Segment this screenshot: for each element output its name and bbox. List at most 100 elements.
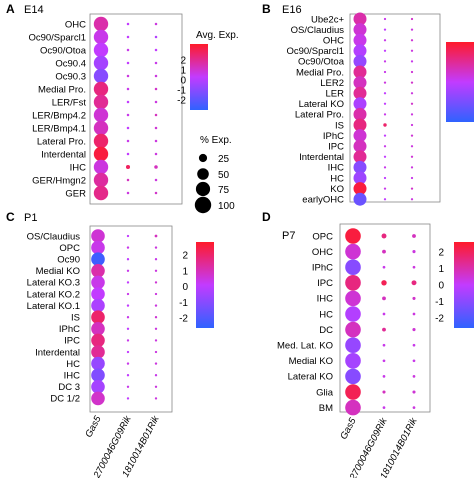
expression-dot [382, 312, 386, 316]
expression-dot [383, 123, 387, 127]
dot-grid [345, 228, 417, 416]
expression-dot [353, 139, 367, 153]
row-label: BM [319, 403, 333, 414]
row-label: DC 3 [58, 382, 80, 393]
expression-dot [93, 133, 109, 149]
expression-dot [353, 160, 367, 174]
expression-dot [91, 333, 105, 348]
expression-dot [353, 118, 367, 132]
expression-dot [91, 229, 105, 243]
row-label: Oc90/Sparcl1 [286, 46, 344, 57]
expression-dot [126, 74, 130, 78]
panel-a: A E14 OHC Oc90/Sparcl1 Oc90/Otoa Oc90.4 Oc90… [6, 2, 239, 214]
row-label: OS/Claudius [291, 25, 345, 36]
row-label: Medial KO [36, 266, 80, 277]
expression-dot [126, 126, 130, 130]
expression-dot [412, 328, 416, 332]
expression-dot [345, 275, 361, 291]
expression-dot [383, 39, 387, 42]
row-label: Oc90.4 [55, 58, 86, 69]
row-label: OHC [65, 19, 86, 30]
color-legend-bar [190, 44, 208, 110]
expression-dot [382, 343, 386, 347]
expression-dot [410, 92, 414, 95]
expression-dot [126, 374, 130, 377]
row-label: Lateral KO.3 [27, 278, 80, 289]
row-label: LER2 [320, 78, 344, 89]
expression-dot [410, 113, 414, 116]
color-legend-tick: -1 [177, 86, 186, 97]
expression-dot [154, 269, 158, 272]
expression-dot [382, 390, 386, 394]
color-legend-tick: 0 [180, 76, 186, 87]
row-label: Lateral KO [299, 99, 344, 110]
expression-dot [383, 60, 387, 63]
expression-dot [154, 385, 158, 388]
row-label: earlyOHC [302, 195, 344, 206]
color-legend-tick: 0 [438, 281, 444, 292]
expression-dot [410, 187, 414, 190]
expression-dot [154, 327, 158, 330]
expression-dot [154, 246, 158, 249]
row-label: Glia [316, 387, 334, 398]
expression-dot [154, 362, 158, 365]
expression-dot [91, 368, 105, 383]
plot-frame [349, 13, 441, 203]
expression-dot [410, 39, 414, 42]
expression-dot [383, 17, 387, 21]
expression-dot [91, 391, 105, 406]
expression-dot [412, 359, 416, 363]
expression-dot [154, 61, 158, 65]
expression-dot [154, 165, 158, 169]
row-label: Lateral Pro. [295, 110, 344, 121]
panel-letter: A [6, 2, 15, 16]
column-label: Gas5 [83, 414, 104, 440]
expression-dot [383, 49, 387, 52]
expression-dot [93, 29, 109, 45]
expression-dot [154, 316, 158, 319]
color-legend-tick: 2 [180, 56, 186, 67]
row-label: IPC [328, 142, 344, 153]
size-legend-label: 75 [218, 185, 230, 196]
expression-dot [154, 126, 158, 130]
column-label: Gas5 [338, 416, 359, 442]
row-label: IHC [64, 371, 81, 382]
expression-dot [410, 102, 414, 105]
panel-stage-title: P1 [24, 212, 37, 224]
expression-dot [410, 123, 414, 127]
color-legend-tick: 2 [438, 248, 444, 259]
expression-dot [383, 198, 387, 201]
expression-dot [412, 406, 416, 409]
row-label: Lateral KO [288, 372, 333, 383]
color-legend-tick: 0 [182, 282, 188, 293]
expression-dot [126, 304, 130, 307]
dot-grid [93, 16, 158, 201]
expression-dot [412, 250, 416, 254]
expression-dot [126, 152, 130, 156]
row-label: LER/Fst [52, 97, 87, 108]
expression-dot [93, 107, 109, 123]
expression-dot [412, 234, 416, 238]
expression-dot [154, 35, 158, 39]
size-legend-label: 25 [218, 154, 230, 165]
expression-dot [126, 100, 130, 104]
expression-dot [383, 28, 387, 31]
expression-dot [345, 337, 361, 354]
row-labels: OPC OHC IPhC IPC IHC HC DC Med. Lat. KO Medial K… [277, 231, 334, 414]
expression-dot [154, 178, 158, 182]
panel-b: B E16 Ube2c+OS/ClaudiusOHCOc90/Sparcl1Oc… [262, 2, 474, 206]
expression-dot [93, 16, 109, 32]
row-label: LER/Bmp4.1 [32, 123, 86, 134]
size-legend-dot [194, 196, 212, 214]
row-label: HC [66, 359, 80, 370]
expression-dot [154, 304, 158, 307]
size-legend-label: 50 [218, 170, 230, 181]
expression-dot [154, 397, 158, 400]
color-legend-tick: 1 [438, 264, 444, 275]
expression-dot [353, 107, 367, 121]
expression-dot [412, 343, 416, 347]
expression-dot [125, 164, 131, 170]
